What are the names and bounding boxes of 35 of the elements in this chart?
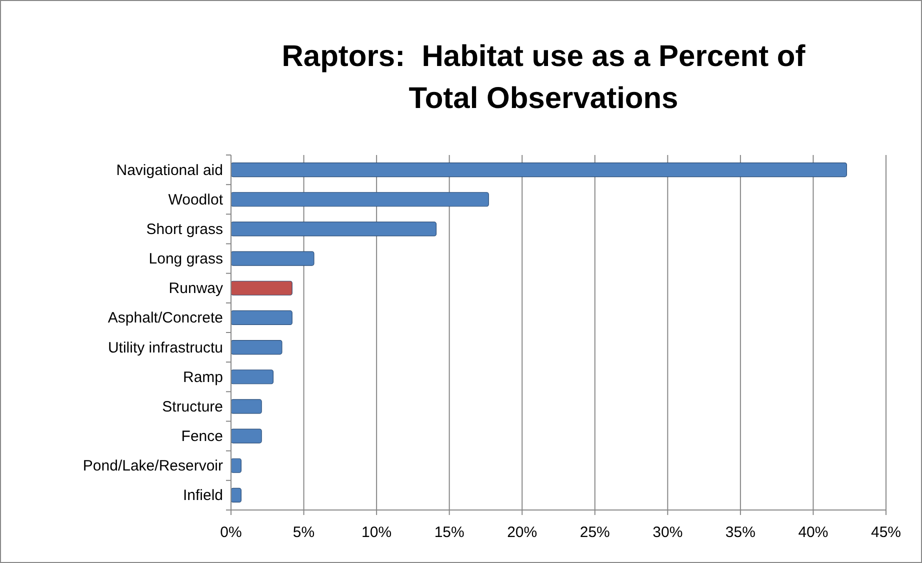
x-tick-label: 20% (507, 524, 538, 541)
bar (230, 488, 242, 503)
y-tick-label: Navigational aid (116, 162, 223, 179)
y-tick-label: Utility infrastructu (108, 339, 223, 356)
y-tick-label: Woodlot (168, 191, 224, 208)
bar (230, 370, 274, 384)
y-tick-label: Structure (162, 398, 223, 416)
y-tick-label: Long grass (148, 250, 223, 268)
y-tick-label: Short grass (146, 220, 223, 238)
x-tick-label: 25% (580, 524, 610, 541)
bar (230, 280, 292, 296)
bar (230, 162, 847, 178)
y-tick-label: Asphalt/Concrete (108, 310, 223, 327)
y-tick-label: Fence (181, 428, 223, 446)
x-tick-label: 5% (292, 524, 315, 541)
bar (230, 428, 262, 444)
chart-title: Raptors: Habitat use as a Percent of Total Observations (282, 40, 806, 115)
x-tick-label: 35% (725, 524, 756, 541)
x-tick-label: 45% (870, 524, 902, 541)
x-tick-label: 10% (362, 524, 392, 541)
y-tick-label: Infield (182, 487, 223, 504)
bar (230, 310, 292, 326)
x-tick-label: 0% (220, 524, 242, 541)
y-tick-label: Ramp (182, 368, 223, 386)
x-tick-label: 30% (652, 524, 683, 541)
y-tick-label: Runway (168, 280, 224, 298)
bar (230, 192, 489, 207)
bar (230, 458, 242, 473)
y-tick-label: Pond/Lake/Reservoir (82, 458, 223, 475)
bar (230, 399, 262, 414)
bar (230, 340, 282, 355)
bar (230, 222, 437, 236)
x-tick-label: 40% (798, 524, 828, 541)
bar (230, 251, 314, 266)
x-tick-label: 15% (434, 524, 464, 541)
